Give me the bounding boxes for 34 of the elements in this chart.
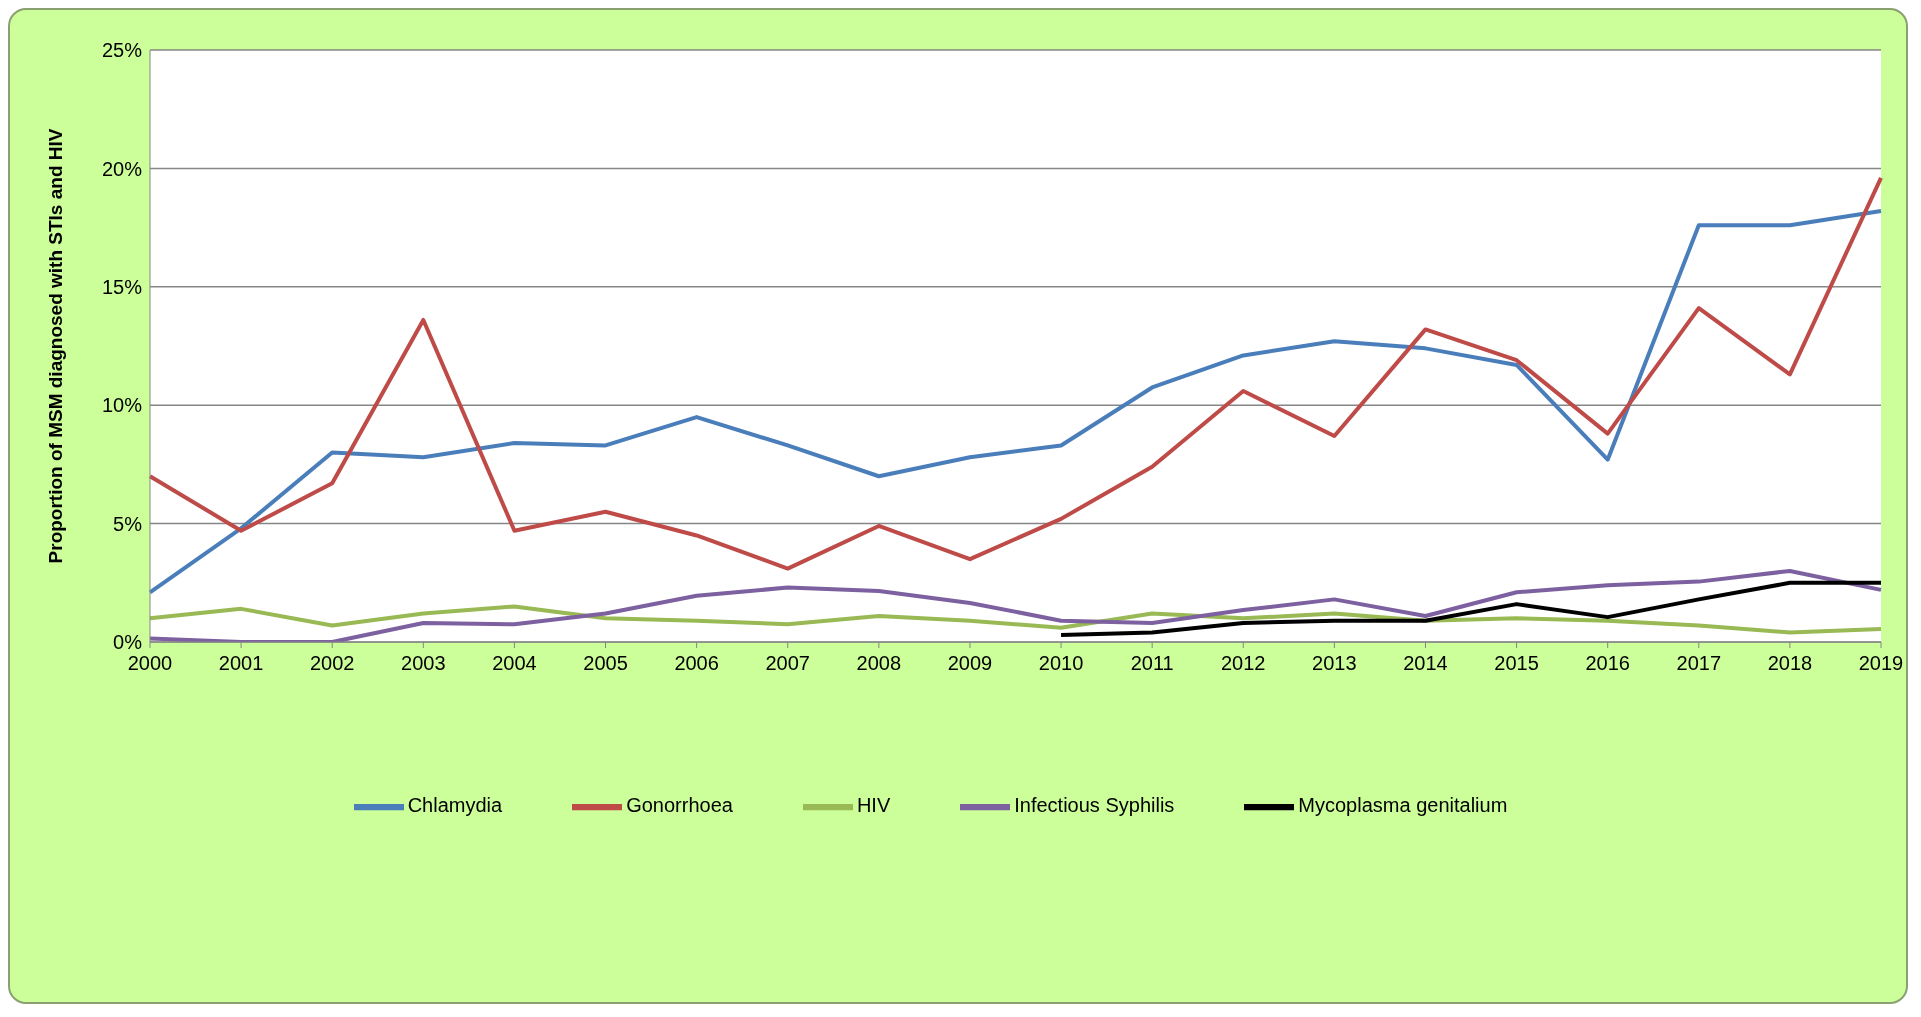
y-tick-label: 5% bbox=[113, 512, 143, 535]
x-tick-label: 2012 bbox=[1221, 652, 1266, 675]
x-tick-label: 2018 bbox=[1767, 652, 1813, 675]
x-tick-label: 2003 bbox=[401, 652, 446, 675]
legend-label: Gonorrhoea bbox=[626, 794, 733, 817]
legend-label: Mycoplasma genitalium bbox=[1298, 794, 1508, 817]
x-tick-label: 2019 bbox=[1858, 652, 1904, 675]
legend-label: Chlamydia bbox=[407, 794, 503, 817]
x-tick-label: 2005 bbox=[583, 652, 628, 675]
x-tick-label: 2010 bbox=[1038, 652, 1084, 675]
y-tick-label: 0% bbox=[113, 631, 143, 654]
y-tick-label: 10% bbox=[101, 394, 143, 417]
x-tick-label: 2008 bbox=[856, 652, 902, 675]
x-tick-label: 2016 bbox=[1585, 652, 1630, 675]
y-tick-label: 15% bbox=[101, 275, 143, 298]
x-tick-label: 2013 bbox=[1312, 652, 1357, 675]
x-tick-label: 2006 bbox=[674, 652, 719, 675]
line-series bbox=[1059, 580, 1883, 637]
x-tick-label: 2015 bbox=[1494, 652, 1539, 675]
y-axis-title: Proportion of MSM diagnosed with STIs and HIV bbox=[44, 128, 66, 564]
x-tick-label: 2007 bbox=[765, 652, 810, 675]
x-tick-label: 2001 bbox=[218, 652, 264, 675]
x-tick-label: 2014 bbox=[1403, 652, 1448, 675]
legend-label: Infectious Syphilis bbox=[1014, 794, 1175, 817]
y-tick-label: 25% bbox=[101, 39, 143, 62]
x-tick-label: 2009 bbox=[947, 652, 993, 675]
x-tick-label: 2000 bbox=[127, 652, 173, 675]
legend-label: HIV bbox=[856, 794, 891, 817]
y-tick-label: 20% bbox=[101, 157, 143, 180]
x-tick-label: 2011 bbox=[1130, 652, 1174, 675]
line-series bbox=[148, 604, 1883, 635]
x-tick-label: 2017 bbox=[1676, 652, 1722, 675]
x-tick-label: 2004 bbox=[492, 652, 537, 675]
x-tick-label: 2002 bbox=[309, 652, 355, 675]
